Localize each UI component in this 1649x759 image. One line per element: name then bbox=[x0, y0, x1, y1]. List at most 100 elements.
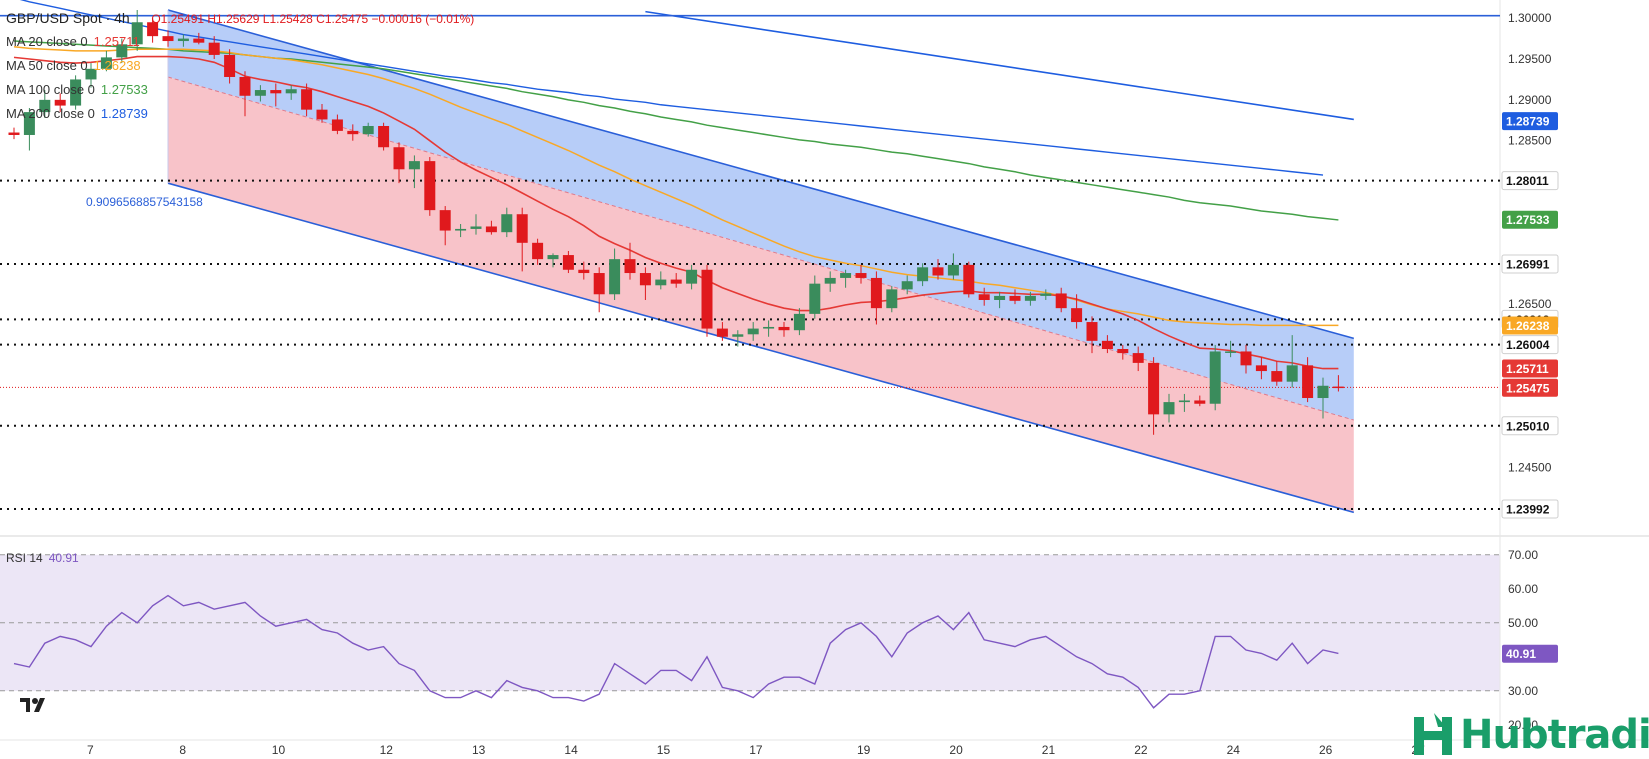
candle-body-59 bbox=[917, 267, 929, 282]
candle-body-18 bbox=[285, 89, 297, 94]
candle-body-49 bbox=[763, 326, 775, 329]
candle-body-19 bbox=[301, 89, 313, 110]
candle-body-17 bbox=[270, 90, 282, 94]
price-tag-4-box bbox=[1502, 378, 1558, 397]
candle-body-48 bbox=[747, 328, 759, 335]
candle-body-63 bbox=[978, 294, 990, 300]
legend-header: GBP/USD Spot · 4h O1.25491 H1.25629 L1.2… bbox=[6, 10, 474, 26]
ma100-value: 1.27533 bbox=[100, 82, 148, 97]
candle-body-5 bbox=[85, 68, 97, 80]
long-trend-line bbox=[645, 10, 1354, 121]
candle-body-43 bbox=[670, 279, 682, 284]
candle-body-73 bbox=[1132, 353, 1144, 363]
brand-name: Hubtrading bbox=[1460, 712, 1649, 758]
level-tag-0-box bbox=[1501, 171, 1559, 191]
candle-body-20 bbox=[316, 109, 328, 120]
time-tick-5: 14 bbox=[564, 743, 578, 757]
candle-body-3 bbox=[54, 99, 66, 106]
candle-body-22 bbox=[347, 130, 359, 135]
candle-body-29 bbox=[455, 228, 467, 231]
candle-body-13 bbox=[208, 42, 220, 55]
candle-body-67 bbox=[1040, 293, 1052, 296]
candle-body-8 bbox=[131, 22, 143, 45]
candle-body-69 bbox=[1071, 308, 1083, 323]
time-tick-1: 8 bbox=[179, 743, 186, 757]
candle-body-24 bbox=[378, 125, 390, 148]
rsi-value: 40.91 bbox=[48, 551, 79, 565]
rsi-tick-4: 30.00 bbox=[1508, 684, 1538, 698]
candle-body-6 bbox=[100, 57, 112, 69]
candle-body-47 bbox=[732, 334, 744, 337]
candle-body-38 bbox=[593, 273, 605, 295]
candle-body-86 bbox=[1332, 386, 1344, 389]
symbol-title: GBP/USD Spot · 4h bbox=[6, 10, 130, 26]
rsi-tick-1: 60.00 bbox=[1508, 582, 1538, 596]
candle-body-33 bbox=[516, 214, 528, 243]
candle-body-50 bbox=[778, 326, 790, 331]
price-tag-3-text: 1.25711 bbox=[1506, 362, 1549, 376]
ma20-label: MA 20 close 0 bbox=[6, 34, 88, 49]
price-tick-3: 1.28500 bbox=[1508, 134, 1552, 148]
time-tick-0: 7 bbox=[87, 743, 94, 757]
candle-body-55 bbox=[855, 273, 867, 278]
time-tick-10: 21 bbox=[1042, 743, 1056, 757]
candle-body-54 bbox=[840, 273, 852, 278]
candle-body-52 bbox=[809, 283, 821, 314]
channel-upper-fill bbox=[168, 10, 1354, 421]
time-tick-6: 15 bbox=[657, 743, 671, 757]
candle-body-15 bbox=[239, 76, 251, 96]
channel-upper-line bbox=[167, 9, 1355, 340]
candle-body-23 bbox=[362, 125, 374, 135]
candle-body-68 bbox=[1055, 293, 1067, 309]
price-tick-0: 1.30000 bbox=[1508, 11, 1552, 25]
candle-body-16 bbox=[254, 90, 266, 96]
candle-body-1 bbox=[23, 112, 35, 135]
candle-body-30 bbox=[470, 226, 482, 229]
time-tick-9: 20 bbox=[949, 743, 963, 757]
legend-ma100: MA 100 close 0 1.27533 bbox=[6, 82, 148, 97]
price-tick-1: 1.29500 bbox=[1508, 52, 1552, 66]
time-tick-7: 17 bbox=[749, 743, 763, 757]
candle-body-34 bbox=[532, 242, 544, 260]
rsi-line bbox=[13, 594, 1339, 709]
candle-body-85 bbox=[1317, 385, 1329, 399]
candle-body-66 bbox=[1024, 295, 1036, 301]
price-tick-2: 1.29000 bbox=[1508, 93, 1552, 107]
candle-body-78 bbox=[1209, 351, 1221, 404]
candle-body-84 bbox=[1302, 365, 1314, 399]
ohlc-readout: O1.25491 H1.25629 L1.25428 C1.25475 −0.0… bbox=[151, 12, 475, 26]
time-tick-13: 26 bbox=[1319, 743, 1333, 757]
candle-body-12 bbox=[193, 38, 205, 43]
candle-body-14 bbox=[224, 54, 236, 77]
candle-body-57 bbox=[886, 289, 898, 309]
candle-body-4 bbox=[70, 79, 82, 106]
ma200-label: MA 200 close 0 bbox=[6, 106, 95, 121]
candle-body-44 bbox=[686, 269, 698, 284]
channel-lower-fill bbox=[168, 76, 1354, 513]
candle-body-74 bbox=[1148, 362, 1160, 415]
ma200-value: 1.28739 bbox=[100, 106, 148, 121]
candle-body-81 bbox=[1255, 365, 1267, 372]
ma50-line bbox=[13, 46, 1339, 327]
candle-body-70 bbox=[1086, 322, 1098, 341]
candle-body-26 bbox=[408, 161, 420, 170]
time-tick-3: 12 bbox=[380, 743, 394, 757]
legend-ma50: MA 50 close 0 1.26238 bbox=[6, 58, 141, 73]
candle-body-75 bbox=[1163, 402, 1175, 415]
price-tag-2-text: 1.26238 bbox=[1506, 319, 1550, 333]
legend-rsi: RSI 14 40.91 bbox=[6, 551, 79, 565]
level-tag-3-text: 1.26004 bbox=[1506, 338, 1550, 352]
candle-body-9 bbox=[147, 22, 159, 37]
candle-body-62 bbox=[963, 264, 975, 295]
candle-body-61 bbox=[947, 264, 959, 276]
price-tag-4-text: 1.25475 bbox=[1506, 381, 1550, 395]
level-tag-3-box bbox=[1501, 335, 1559, 355]
candle-body-31 bbox=[485, 226, 497, 233]
candle-body-76 bbox=[1178, 400, 1190, 403]
ma20-value: 1.25711 bbox=[93, 34, 140, 49]
legend-ma20: MA 20 close 0 1.25711 bbox=[6, 34, 140, 49]
price-tag-2-box bbox=[1502, 316, 1558, 335]
candle-body-51 bbox=[793, 313, 805, 331]
candle-body-83 bbox=[1286, 365, 1298, 382]
